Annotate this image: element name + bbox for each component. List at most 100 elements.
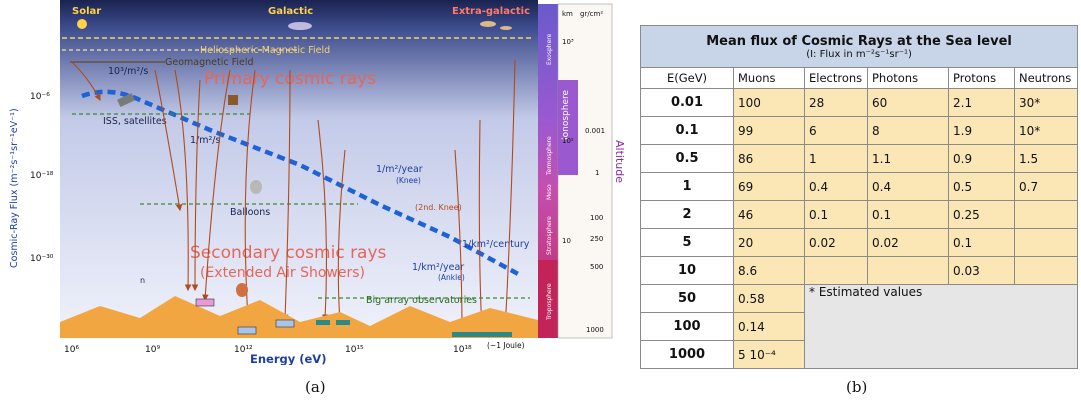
balloon-icon — [250, 180, 262, 194]
ionosphere-band-overlay — [558, 80, 578, 175]
secondary-cosmic-rays-label: Secondary cosmic rays — [190, 243, 387, 263]
iss-label: ISS, satellites — [103, 116, 167, 127]
layer-ionosphere-label: Ionosphere — [561, 89, 571, 140]
value-cell: 0.1 — [948, 228, 1015, 257]
layer-troposphere: Troposphere — [546, 283, 553, 321]
sun-icon — [77, 19, 87, 29]
detector-icon — [237, 326, 257, 335]
x-tick-1e9: 10⁹ — [145, 345, 160, 355]
column-header: Protons — [948, 67, 1015, 89]
layer-stratosphere: Stratosphere — [546, 216, 553, 255]
flux-1m2s-label: 1/m²/s — [190, 135, 221, 146]
hot-air-balloon-icon — [236, 283, 248, 297]
value-cell: 0.02 — [867, 228, 949, 257]
flux-table: Mean flux of Cosmic Rays at the Sea leve… — [639, 25, 1079, 369]
knee-flux-label: 1/m²/year — [376, 164, 423, 175]
air-showers-label: (Extended Air Showers) — [200, 265, 365, 281]
gr-tick-1: 1 — [595, 169, 599, 177]
troposphere-band — [538, 260, 558, 338]
value-cell: 10* — [1013, 116, 1079, 145]
energy-cell: 1000 — [640, 340, 734, 369]
table-row: 10 8.6 0.03 — [640, 256, 1079, 285]
detector-icon — [336, 320, 350, 325]
km-tick-100: 10² — [562, 137, 574, 145]
gr-tick-500: 500 — [590, 263, 603, 271]
energy-cell: 10 — [640, 256, 734, 285]
value-cell: 0.58 — [733, 284, 805, 313]
x-tick-1e18: 10¹⁸ — [453, 345, 472, 355]
column-header: Muons — [733, 67, 805, 89]
value-cell: 6 — [804, 116, 868, 145]
table-row: 1 69 0.4 0.4 0.5 0.7 — [640, 172, 1079, 201]
century-label: 1/km²/century — [462, 239, 530, 250]
second-knee-label: (2nd. Knee) — [415, 203, 462, 212]
cr-arrow — [154, 69, 183, 212]
x-tick-1e12: 10¹² — [234, 345, 253, 355]
gr-tick-100: 100 — [590, 214, 603, 222]
joule-label: (~1 Joule) — [487, 341, 525, 350]
heliospheric-label: Heliospheric Magnetic Field — [200, 45, 330, 56]
balloons-label: Balloons — [230, 207, 270, 218]
value-cell — [1013, 256, 1079, 285]
value-cell: 30* — [1013, 88, 1079, 117]
table-subtitle: (I: Flux in m⁻²s⁻¹sr⁻¹) — [806, 48, 912, 60]
table-header-row: E(GeV) Muons Electrons Photons Protons N… — [640, 67, 1079, 89]
cr-arrow — [174, 69, 192, 292]
column-header: Electrons — [804, 67, 868, 89]
estimated-values-note: * Estimated values — [803, 284, 1079, 369]
gr-tick-0001: 0.001 — [585, 127, 605, 135]
value-cell: 69 — [733, 172, 805, 201]
y-tick-1e-30: 10⁻³⁰ — [30, 254, 54, 264]
layer-termosphere: Termosphere — [546, 136, 553, 176]
table-row: 1000 5 10⁻⁴ — [640, 340, 1078, 369]
satellite-icon — [117, 92, 135, 108]
energy-cell: 2 — [640, 200, 734, 229]
knee-label: (Knee) — [396, 176, 421, 185]
value-cell: 0.03 — [948, 256, 1015, 285]
label-solar: Solar — [72, 6, 101, 17]
value-cell: 1.9 — [948, 116, 1015, 145]
value-cell: 0.25 — [948, 200, 1015, 229]
y-axis-label: Cosmic-Ray Flux (m⁻²s⁻¹sr⁻¹eV⁻¹) — [9, 108, 20, 268]
layer-meso: Meso — [546, 184, 553, 200]
value-cell: 0.1 — [867, 200, 949, 229]
x-tick-1e15: 10¹⁵ — [345, 345, 364, 355]
cr-arrow — [202, 69, 231, 302]
cosmic-ray-arrows — [71, 59, 516, 334]
value-cell: 46 — [733, 200, 805, 229]
energy-cell: 0.01 — [640, 88, 734, 117]
ankle-flux-label: 1/km²/year — [412, 262, 464, 273]
flux-spectrum-line — [81, 89, 522, 277]
value-cell: 8 — [867, 116, 949, 145]
column-header: Neutrons — [1013, 67, 1079, 89]
table-title: Mean flux of Cosmic Rays at the Sea leve… — [706, 33, 1012, 49]
cr-arrow — [281, 69, 291, 322]
flux-103-label: 10³/m²/s — [108, 66, 148, 77]
cr-arrow — [336, 149, 346, 324]
value-cell: 0.4 — [804, 172, 868, 201]
array-detector-icon — [452, 332, 512, 337]
value-cell: 2.1 — [948, 88, 1015, 117]
value-cell — [804, 256, 868, 285]
caption-a: (a) — [305, 378, 326, 396]
km-tick-10: 10 — [562, 237, 571, 245]
galaxy-cluster-icon-2 — [500, 26, 512, 30]
table-row: 100 0.14 — [640, 312, 1078, 341]
cr-arrow — [317, 119, 329, 322]
galaxy-cluster-icon — [480, 21, 496, 27]
value-cell: 0.9 — [948, 144, 1015, 173]
energy-cell: 100 — [640, 312, 734, 341]
atmosphere-column — [538, 4, 558, 338]
galaxy-icon — [288, 22, 312, 30]
gr-tick-1000: 1000 — [586, 326, 604, 334]
cr-arrow — [191, 79, 201, 292]
column-header: E(GeV) — [640, 67, 734, 89]
column-header: Photons — [867, 67, 949, 89]
energy-cell: 0.1 — [640, 116, 734, 145]
iss-station-icon — [228, 95, 238, 105]
caption-b: (b) — [846, 378, 868, 396]
km-header: km — [562, 10, 573, 18]
spectrum-svg: Solar Galactic Extra-galactic Heliospher… — [9, 0, 625, 365]
x-tick-1e6: 10⁶ — [64, 345, 79, 355]
detector-icon — [275, 319, 295, 328]
